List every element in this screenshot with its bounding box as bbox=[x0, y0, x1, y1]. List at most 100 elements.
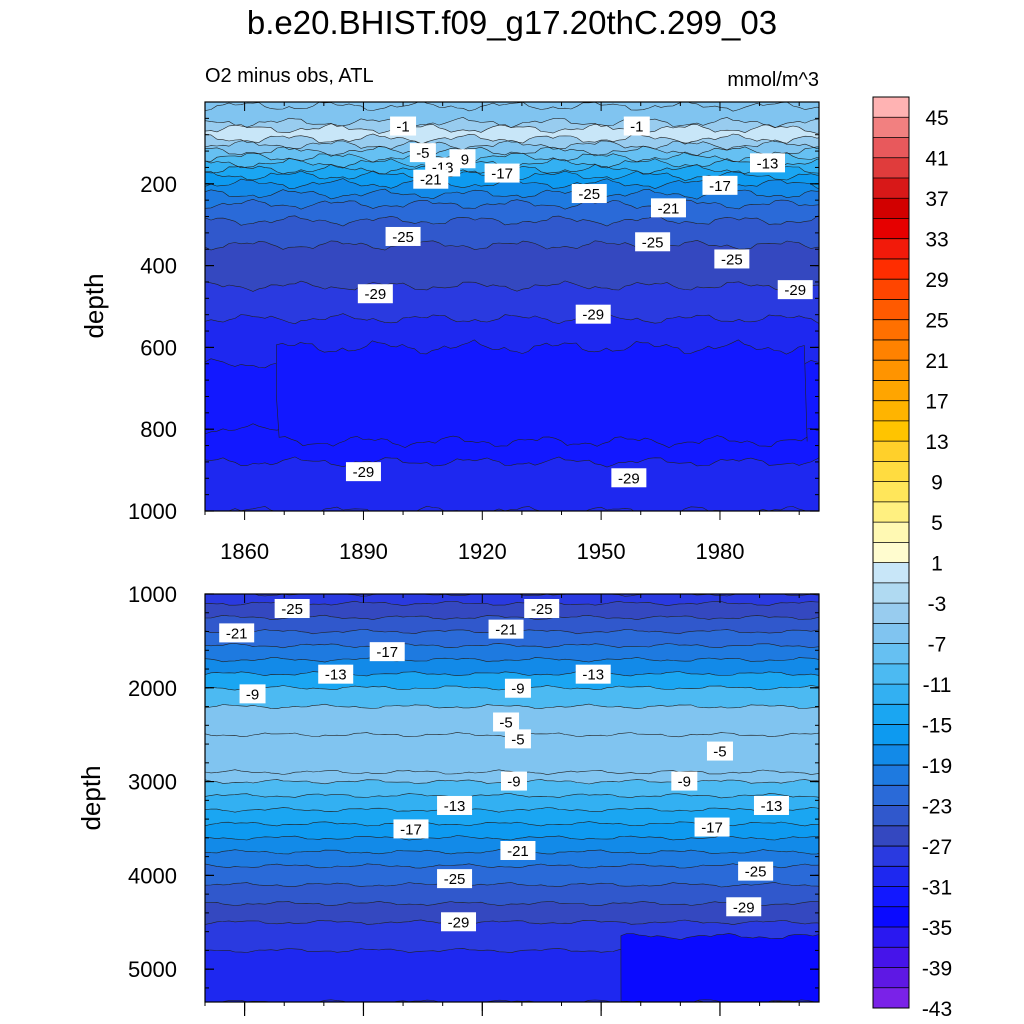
colorbar-swatch bbox=[873, 704, 909, 725]
colorbar-swatch bbox=[873, 218, 909, 240]
contour-line bbox=[205, 671, 819, 677]
colorbar-swatch bbox=[873, 177, 909, 199]
contour-line bbox=[205, 703, 819, 710]
contour-label-box bbox=[239, 684, 266, 704]
contour-label: -21 bbox=[650, 198, 686, 218]
colorbar-swatch bbox=[873, 117, 909, 138]
colorbar-tick-label: -27 bbox=[922, 836, 952, 859]
contour-label-box bbox=[484, 163, 520, 183]
colorbar-tick-label: -35 bbox=[922, 917, 952, 940]
contour-label: -29 bbox=[575, 304, 611, 324]
colorbar-swatch bbox=[873, 866, 909, 887]
contour-label-box bbox=[635, 232, 671, 252]
contour-line bbox=[205, 280, 819, 292]
contour-line bbox=[205, 643, 819, 649]
colorbar-tick-label: 9 bbox=[931, 472, 943, 495]
contour-label-box bbox=[504, 678, 531, 698]
contour-label: -25 bbox=[635, 232, 671, 252]
contour-label: -25 bbox=[524, 599, 560, 619]
colorbar-tick-label: 21 bbox=[925, 350, 948, 373]
contour-label-text: -13 bbox=[761, 798, 783, 815]
colorbar-swatch bbox=[873, 906, 909, 928]
contour-label-box bbox=[441, 912, 477, 932]
contour-label-text: -25 bbox=[745, 864, 767, 881]
subtitle-left: O2 minus obs, ATL bbox=[205, 65, 374, 87]
colorbar-swatch bbox=[873, 967, 909, 989]
colorbar-swatch bbox=[873, 400, 909, 422]
colorbar-swatch bbox=[873, 157, 909, 179]
contour-label: -25 bbox=[274, 599, 310, 619]
contour-label-text: -21 bbox=[495, 622, 517, 639]
contour-label: -9 bbox=[671, 771, 698, 791]
y-tick-label: 2000 bbox=[128, 676, 177, 701]
contour-label: -25 bbox=[437, 869, 473, 889]
contour-label: -5 bbox=[504, 729, 531, 749]
contour-line bbox=[205, 456, 819, 468]
colorbar-tick-label: -39 bbox=[922, 958, 952, 981]
contour-label: -25 bbox=[714, 249, 750, 269]
contour-label-box bbox=[650, 198, 686, 218]
y-tick-label: 200 bbox=[140, 172, 177, 197]
colorbar-swatch bbox=[873, 785, 909, 806]
contour-band bbox=[205, 506, 819, 511]
contour-line bbox=[205, 215, 819, 227]
y-tick-label: 5000 bbox=[128, 957, 177, 982]
colorbar-swatch bbox=[873, 805, 909, 827]
colorbar-swatch bbox=[873, 765, 909, 786]
colorbar-swatch bbox=[873, 360, 909, 381]
contour-label-text: -13 bbox=[325, 667, 347, 684]
colorbar: 45 41 37 33 29 25 21 17 13 9 5 1 -3 -7 -11 -15 -19 -23 -27… bbox=[872, 96, 952, 1021]
colorbar-tick-label: 5 bbox=[931, 512, 943, 535]
contour-label-box bbox=[623, 116, 650, 136]
colorbar-swatch bbox=[873, 258, 909, 280]
contour-line bbox=[205, 919, 819, 926]
contour-label-box bbox=[357, 284, 393, 304]
colorbar-swatch bbox=[873, 684, 909, 705]
colorbar-swatch bbox=[873, 623, 909, 644]
contour-label: -9 bbox=[504, 678, 531, 698]
contour-label-box bbox=[493, 712, 520, 732]
contour-label-box bbox=[488, 619, 524, 639]
contour-label-text: -29 bbox=[448, 914, 470, 931]
contour-label: -21 bbox=[500, 840, 536, 860]
contour-label: -13 bbox=[753, 795, 789, 815]
contour-label-box bbox=[500, 771, 527, 791]
contour-label-text: -17 bbox=[709, 178, 731, 195]
contour-label: -17 bbox=[369, 642, 405, 662]
contour-label-box bbox=[575, 304, 611, 324]
contour-line bbox=[205, 116, 819, 129]
colorbar-swatch bbox=[873, 238, 909, 260]
colorbar-tick-label: -19 bbox=[922, 755, 952, 778]
contour-label: -21 bbox=[488, 619, 524, 639]
contour-label-text: -13 bbox=[582, 667, 604, 684]
contour-label: -25 bbox=[571, 184, 607, 204]
colorbar-swatch bbox=[873, 947, 909, 968]
contour-label-box bbox=[385, 226, 421, 246]
colorbar-swatch bbox=[873, 542, 909, 563]
contour-label: -29 bbox=[357, 284, 393, 304]
contour-label-text: -25 bbox=[531, 601, 553, 618]
upper-panel: 200 400 600 800 1000 1860 1890 1920 1950 1980 -1 -… bbox=[79, 101, 820, 564]
colorbar-swatch bbox=[873, 279, 909, 300]
contour-label-box bbox=[694, 817, 730, 837]
contour-label-box bbox=[714, 249, 750, 269]
colorbar-tick-label: 37 bbox=[925, 188, 948, 211]
contour-core bbox=[275, 339, 808, 449]
colorbar-swatch bbox=[873, 582, 909, 604]
contour-line bbox=[205, 863, 819, 869]
colorbar-swatch bbox=[873, 927, 909, 948]
contour-label-box bbox=[219, 623, 255, 643]
contour-label-box bbox=[393, 819, 429, 839]
contour-label-text: -13 bbox=[444, 798, 466, 815]
contour-line bbox=[205, 123, 819, 134]
contour-line bbox=[205, 793, 819, 799]
colorbar-swatch bbox=[873, 663, 909, 685]
colorbar-swatch bbox=[873, 501, 909, 523]
contour-label-box bbox=[671, 771, 698, 791]
contour-label-text: -29 bbox=[618, 470, 640, 487]
contour-label: -5 bbox=[706, 741, 733, 761]
contour-label: -21 bbox=[413, 169, 449, 189]
contour-label-text: -9 bbox=[511, 681, 524, 698]
colorbar-tick-label: -31 bbox=[922, 877, 952, 900]
lower-y-axis-label: depth bbox=[76, 765, 106, 830]
